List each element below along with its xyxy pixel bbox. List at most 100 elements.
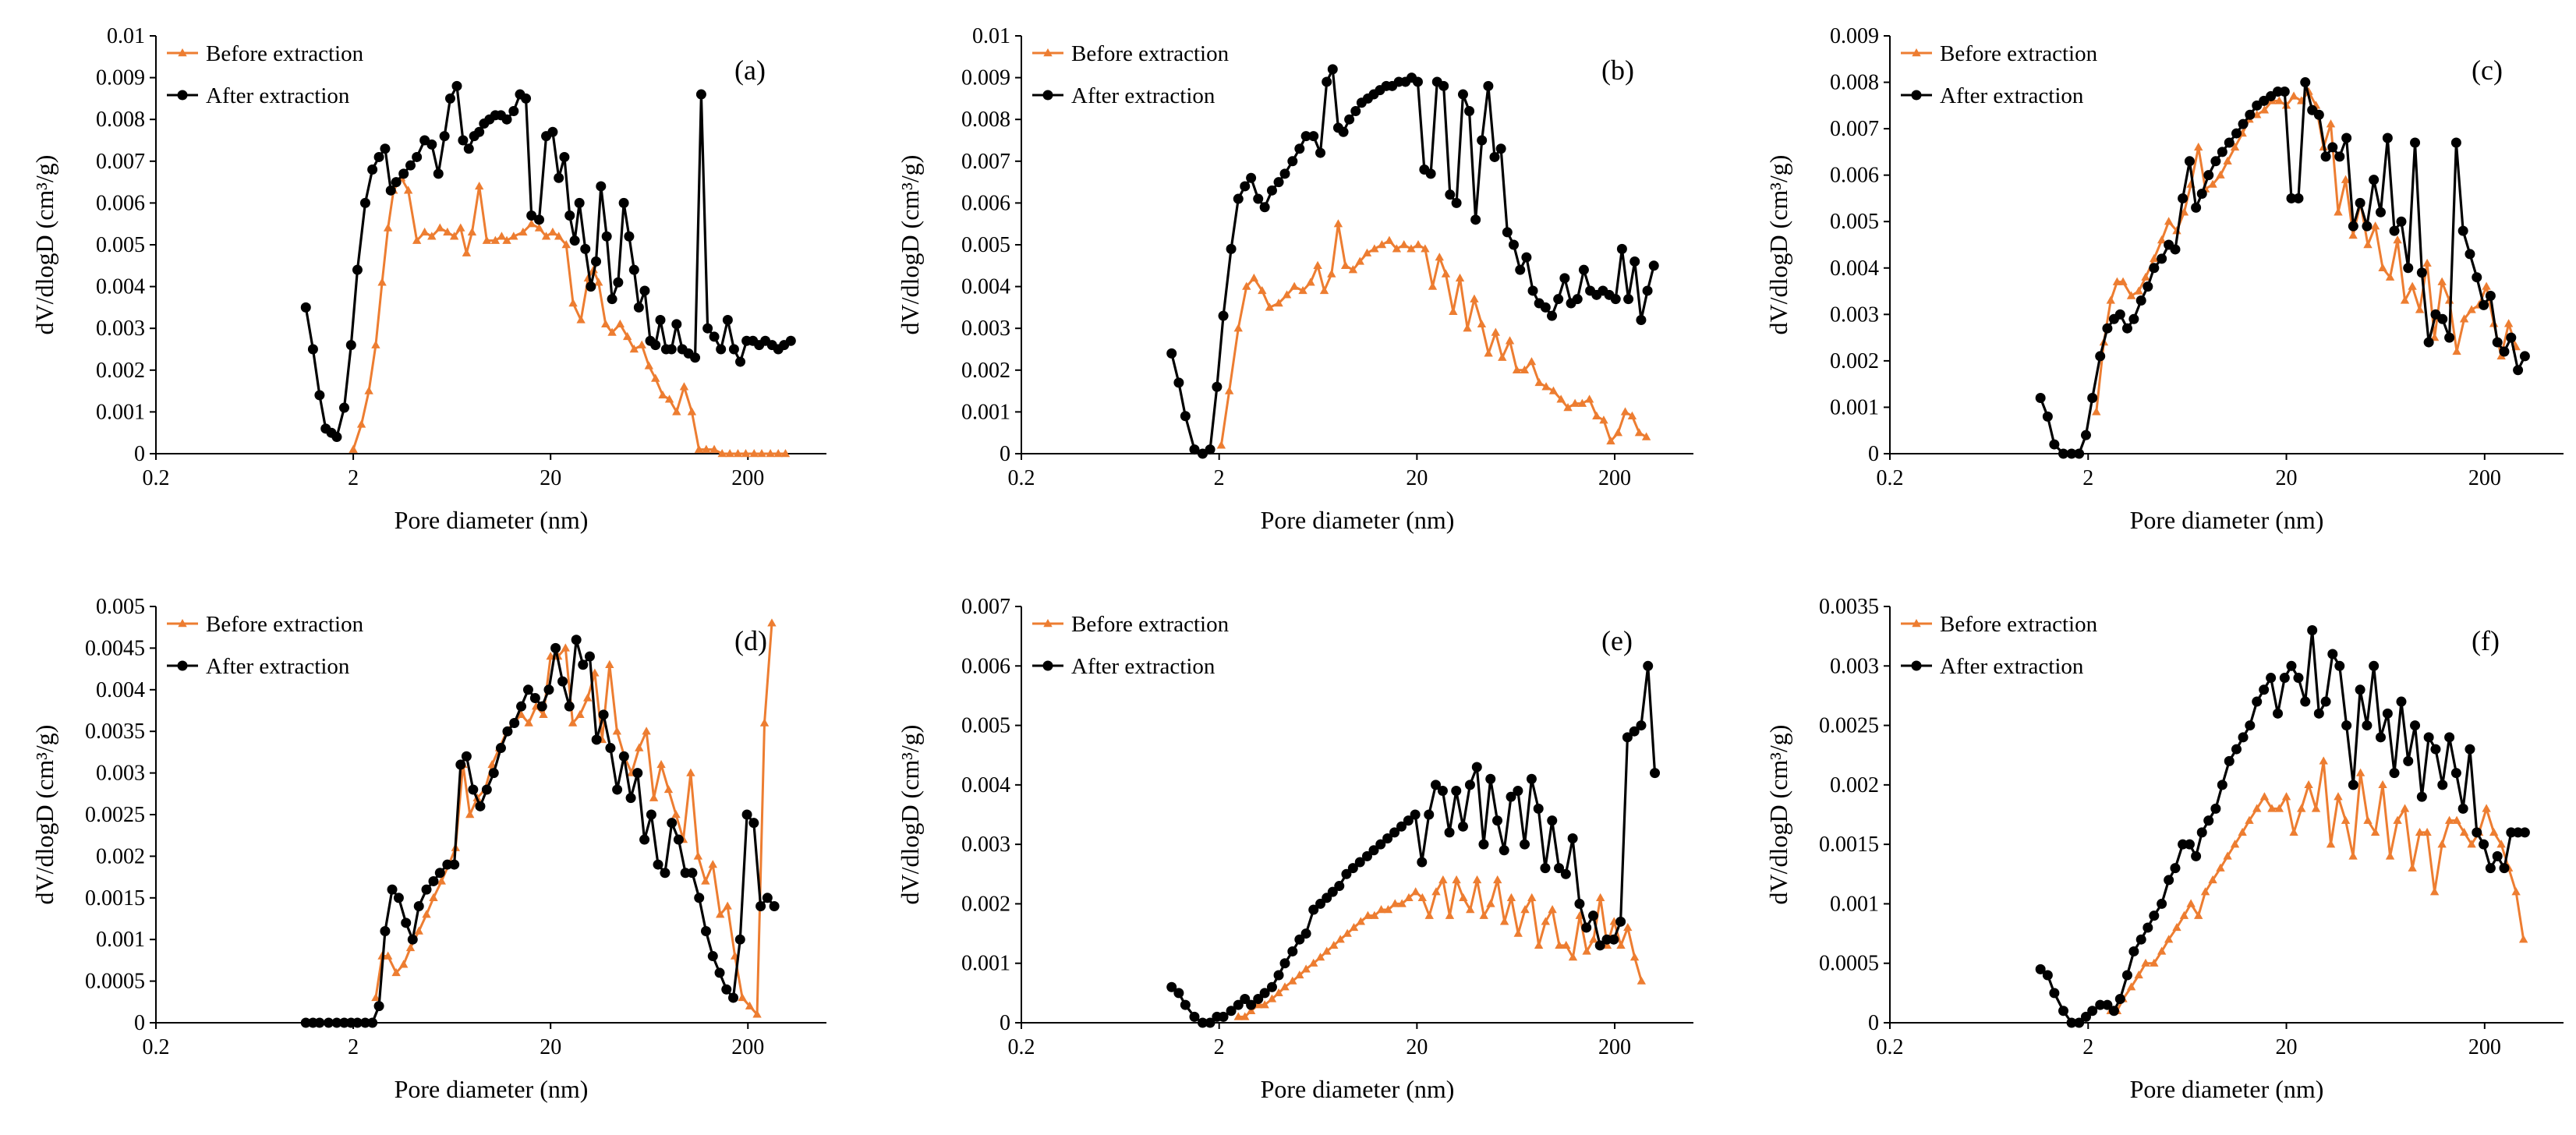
data-point-circle [1233, 999, 1244, 1010]
y-tick-label: 0.001 [961, 400, 1010, 424]
data-point-triangle [383, 223, 393, 232]
x-tick-label: 200 [731, 466, 764, 490]
data-point-circle [639, 834, 650, 845]
data-point-triangle [1641, 432, 1651, 440]
data-point-circle [2184, 156, 2195, 167]
data-point-triangle [2194, 910, 2203, 919]
data-point-circle [2375, 207, 2386, 217]
data-point-triangle [694, 444, 704, 453]
data-point-triangle [509, 232, 518, 240]
data-point-circle [1294, 143, 1305, 154]
y-tick-label: 0.004 [96, 275, 145, 299]
x-tick-label: 0.2 [143, 1035, 170, 1059]
data-point-circle [380, 143, 391, 154]
y-tick-label: 0.008 [961, 108, 1010, 132]
data-point-triangle [1484, 348, 1493, 357]
data-point-circle [624, 231, 635, 242]
data-point-circle [2121, 323, 2132, 334]
data-point-circle [1173, 377, 1184, 388]
data-point-circle [1547, 310, 1558, 321]
data-point-circle [607, 294, 617, 305]
data-point-triangle [2245, 815, 2254, 824]
data-point-triangle [612, 727, 622, 735]
data-point-circle [2369, 175, 2380, 186]
data-point-circle [2279, 86, 2290, 97]
data-point-triangle [518, 227, 528, 236]
data-point-circle [1506, 791, 1516, 802]
data-point-circle [373, 151, 384, 162]
legend-marker-circle [1911, 90, 1922, 101]
data-point-circle [564, 210, 575, 221]
data-point-triangle [2408, 281, 2417, 290]
data-point-circle [2293, 673, 2304, 684]
data-point-circle [2143, 922, 2153, 933]
x-axis-title: Pore diameter (nm) [1261, 506, 1455, 534]
data-point-triangle [622, 331, 632, 341]
data-point-triangle [561, 240, 571, 249]
data-point-triangle [1582, 946, 1591, 955]
data-point-circle [1344, 114, 1355, 125]
data-point-triangle [759, 718, 770, 727]
data-point-triangle [1216, 440, 1226, 449]
data-point-circle [1623, 294, 1634, 305]
data-point-triangle [1470, 294, 1479, 302]
data-point-circle [449, 859, 460, 870]
data-point-triangle [2267, 804, 2277, 812]
y-tick-label: 0.003 [1830, 302, 1879, 327]
data-point-circle [569, 235, 580, 246]
data-point-circle [2410, 720, 2421, 731]
data-point-triangle [2370, 221, 2380, 230]
data-point-circle [1347, 863, 1358, 874]
data-point-circle [1451, 785, 1462, 796]
data-point-circle [2049, 439, 2060, 450]
data-point-circle [716, 344, 727, 355]
data-point-circle [1489, 151, 1500, 162]
y-tick-label: 0.0015 [1819, 833, 1879, 857]
data-point-triangle [462, 248, 472, 256]
data-point-triangle [1392, 244, 1402, 253]
data-point-triangle [1249, 273, 1259, 282]
y-tick-label: 0.01 [972, 24, 1010, 48]
data-point-triangle [605, 659, 614, 668]
data-point-circle [1226, 243, 1237, 254]
data-point-circle [412, 151, 423, 162]
data-point-circle [444, 93, 455, 104]
data-point-triangle [422, 910, 431, 918]
data-point-circle [1361, 850, 1372, 861]
data-point-circle [2273, 708, 2284, 719]
data-point-circle [625, 793, 636, 804]
data-point-triangle [2157, 946, 2167, 955]
y-tick-label: 0.002 [96, 359, 145, 383]
y-tick-label: 0.003 [961, 316, 1010, 341]
data-point-circle [323, 1017, 334, 1028]
data-point-triangle [1333, 219, 1343, 228]
data-point-circle [1279, 168, 1290, 179]
data-point-triangle [1348, 265, 1358, 274]
data-point-triangle [2385, 272, 2395, 281]
data-point-triangle [2274, 804, 2284, 812]
data-point-circle [401, 918, 412, 928]
x-tick-label: 200 [2468, 1035, 2501, 1059]
y-tick-label: 0.001 [96, 400, 145, 424]
data-point-triangle [2482, 804, 2491, 812]
x-axis-title: Pore diameter (nm) [2130, 1075, 2324, 1103]
y-tick-label: 0.006 [961, 191, 1010, 215]
y-tick-label: 0.0035 [1819, 595, 1879, 619]
data-point-triangle [1329, 940, 1339, 949]
data-point-circle [1368, 845, 1379, 856]
legend-marker-triangle [1043, 48, 1053, 57]
data-point-circle [673, 834, 684, 845]
data-point-circle [2042, 411, 2053, 422]
data-point-circle [564, 701, 575, 712]
data-point-triangle [429, 893, 438, 901]
series-line [2039, 80, 2526, 455]
data-point-circle [2149, 263, 2160, 274]
data-point-triangle [1265, 302, 1275, 311]
data-point-triangle [435, 223, 444, 232]
data-point-triangle [502, 235, 511, 244]
legend: Before extraction After extraction [167, 612, 364, 679]
data-point-triangle [1627, 411, 1637, 419]
data-point-circle [2087, 1006, 2098, 1017]
data-point-circle [741, 809, 752, 820]
data-point-circle [458, 135, 469, 146]
